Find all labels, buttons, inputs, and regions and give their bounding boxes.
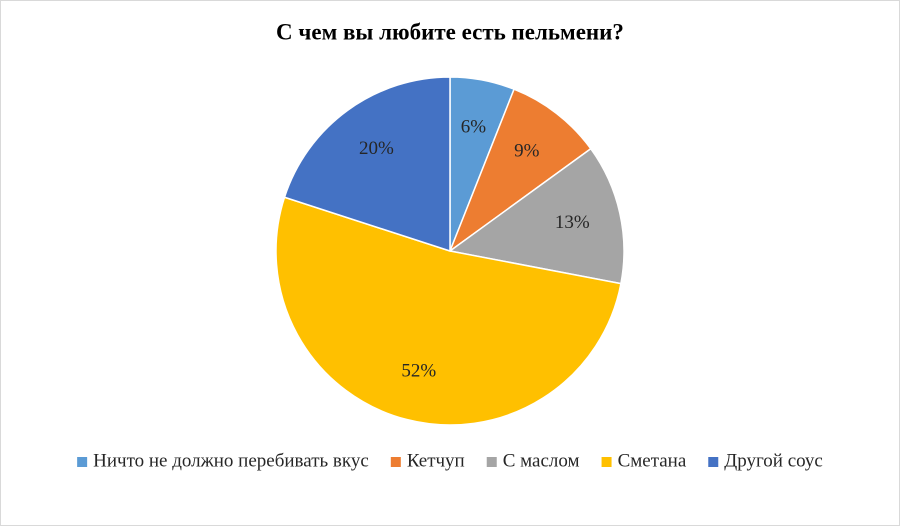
legend-label: Сметана bbox=[618, 450, 687, 471]
legend-marker bbox=[390, 457, 401, 467]
value-label: 20% bbox=[359, 138, 394, 159]
pie-slice bbox=[283, 76, 451, 253]
legend-marker bbox=[708, 457, 719, 467]
chart-title: С чем вы любите есть пельмени? bbox=[276, 19, 624, 44]
legend-marker bbox=[601, 457, 612, 467]
legend-label: Другой соус bbox=[724, 450, 823, 471]
legend-label: С маслом bbox=[503, 450, 580, 471]
value-label: 6% bbox=[461, 116, 487, 137]
value-label: 13% bbox=[555, 212, 590, 233]
legend-label: Ничто не должно перебивать вкус bbox=[93, 450, 369, 471]
value-label: 9% bbox=[514, 140, 540, 161]
legend-label: Кетчуп bbox=[407, 450, 465, 471]
pie-slice bbox=[448, 147, 625, 285]
pie-slice bbox=[448, 88, 592, 254]
value-label: 52% bbox=[401, 361, 436, 382]
legend-marker bbox=[486, 457, 497, 467]
pie-slice bbox=[275, 196, 622, 426]
legend: Ничто не должно перебивать вкус Кетчуп С м… bbox=[77, 450, 823, 471]
legend-marker bbox=[77, 457, 88, 467]
